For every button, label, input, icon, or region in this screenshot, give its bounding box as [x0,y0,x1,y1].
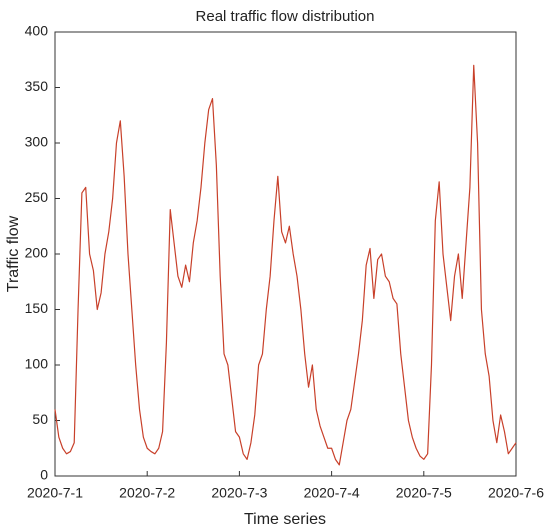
x-tick-label: 2020-7-6 [488,485,544,501]
x-tick-label: 2020-7-3 [211,485,267,501]
x-tick-label: 2020-7-1 [27,485,83,501]
x-tick-label: 2020-7-5 [396,485,452,501]
y-tick-label: 100 [25,356,49,372]
chart-title: Real traffic flow distribution [196,8,375,25]
y-tick-label: 350 [25,78,49,94]
y-tick-label: 150 [25,300,49,316]
y-tick-label: 200 [25,245,49,261]
y-tick-label: 300 [25,134,49,150]
x-axis-label: Time series [244,511,326,528]
x-tick-label: 2020-7-4 [304,485,360,501]
y-axis-label: Traffic flow [5,215,22,292]
plot-frame [54,31,517,477]
data-line [54,64,517,466]
y-tick-label: 0 [40,467,48,483]
y-tick-label: 400 [25,23,49,39]
y-tick-label: 250 [25,189,49,205]
y-tick-label: 50 [32,411,48,427]
x-tick-label: 2020-7-2 [119,485,175,501]
